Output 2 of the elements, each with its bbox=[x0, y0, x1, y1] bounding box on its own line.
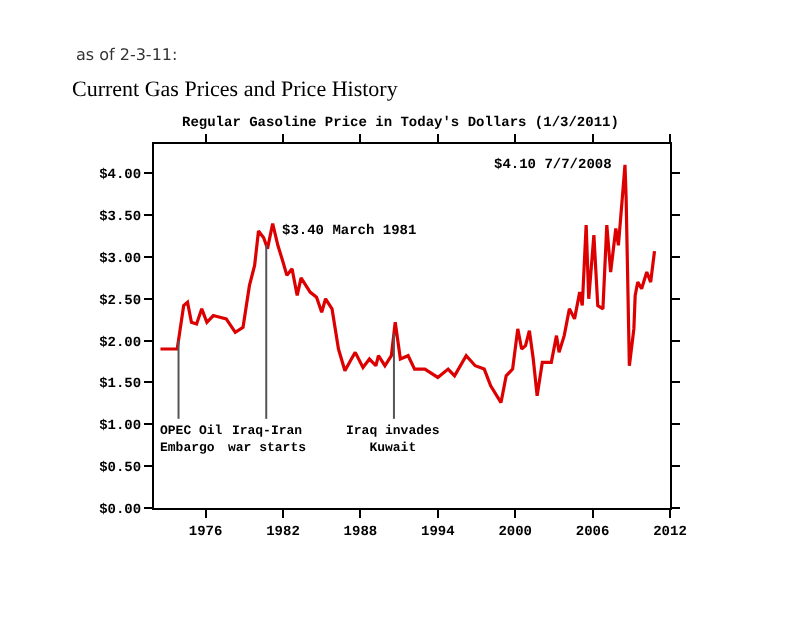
chart-title: Current Gas Prices and Price History bbox=[72, 77, 399, 102]
text: as of 2-3-11: bbox=[76, 46, 178, 64]
